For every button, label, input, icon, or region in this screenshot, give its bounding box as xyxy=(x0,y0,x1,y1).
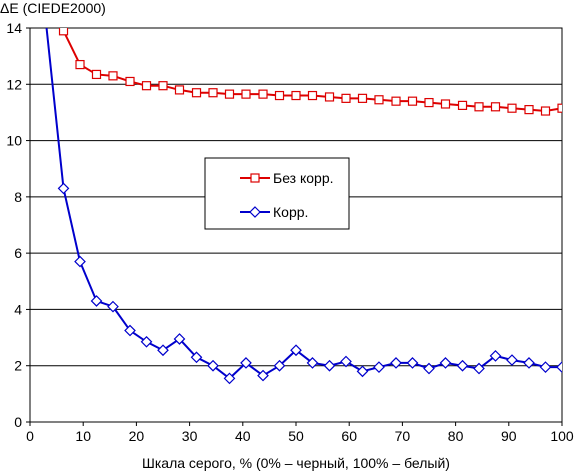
data-point xyxy=(390,357,402,369)
y-tick-label: 0 xyxy=(14,414,22,430)
legend-label: Без корр. xyxy=(273,170,334,186)
data-point xyxy=(474,102,484,112)
y-tick-label: 4 xyxy=(14,301,22,317)
data-point xyxy=(273,359,286,372)
y-axis-label: ΔE (CIEDE2000) xyxy=(0,0,106,16)
data-point xyxy=(341,93,351,103)
data-point xyxy=(125,76,135,87)
data-point xyxy=(257,369,269,382)
data-point xyxy=(306,357,319,369)
x-tick-label: 80 xyxy=(448,428,464,444)
data-point xyxy=(291,90,301,101)
legend-box xyxy=(204,157,350,230)
data-point xyxy=(91,69,102,80)
x-tick-label: 90 xyxy=(501,428,517,444)
data-point xyxy=(141,81,152,91)
data-point xyxy=(456,359,469,372)
data-point xyxy=(423,362,435,375)
data-point xyxy=(524,105,534,115)
legend-item-1: Без корр. xyxy=(240,170,334,186)
data-point xyxy=(108,71,118,81)
data-point xyxy=(158,81,168,91)
data-point xyxy=(241,89,251,99)
data-point xyxy=(307,90,318,101)
grid-lines xyxy=(30,83,562,367)
data-point xyxy=(457,100,468,110)
y-tick-label: 8 xyxy=(14,189,22,205)
data-point xyxy=(373,361,385,373)
data-point xyxy=(208,88,218,98)
x-tick-label: 60 xyxy=(341,428,357,444)
data-point xyxy=(540,106,551,116)
data-point xyxy=(190,351,203,364)
data-point xyxy=(223,372,236,385)
x-tick-label: 10 xyxy=(75,428,91,444)
x-tick-label: 30 xyxy=(182,428,198,444)
data-point xyxy=(224,89,235,99)
data-point xyxy=(157,344,169,357)
legend-marker xyxy=(249,206,261,218)
data-point xyxy=(240,357,252,369)
data-point xyxy=(340,355,352,368)
data-point xyxy=(323,359,336,372)
legend-item-2: Корр. xyxy=(240,204,308,220)
data-point xyxy=(539,361,552,373)
y-tick-label: 12 xyxy=(6,76,22,92)
data-point xyxy=(523,357,535,369)
data-point xyxy=(324,92,335,102)
x-tick-label: 0 xyxy=(26,428,34,444)
x-tick-label: 50 xyxy=(288,428,304,444)
data-point xyxy=(274,90,285,101)
y-tick-label: 2 xyxy=(14,358,22,374)
series-2 xyxy=(45,28,562,385)
y-tick-label: 6 xyxy=(14,245,22,261)
data-point xyxy=(356,365,369,378)
data-point xyxy=(489,350,502,362)
data-point xyxy=(406,357,419,369)
data-point xyxy=(556,361,562,373)
data-point xyxy=(173,333,186,345)
legend-marker xyxy=(250,173,260,183)
x-tick-label: 100 xyxy=(550,428,574,444)
data-point xyxy=(75,59,85,70)
y-tick-label: 10 xyxy=(6,133,22,149)
y-tick-label: 14 xyxy=(6,20,22,36)
data-point xyxy=(357,93,368,103)
data-point xyxy=(74,255,86,268)
data-point xyxy=(439,357,452,369)
data-point xyxy=(391,96,401,106)
data-point xyxy=(507,103,517,113)
data-point xyxy=(90,295,103,307)
data-point xyxy=(107,300,119,313)
series-group xyxy=(45,28,562,385)
data-point xyxy=(57,182,70,195)
series-1 xyxy=(58,28,562,116)
x-axis-ticks: 0 10 20 30 40 50 60 70 80 90 100 xyxy=(26,422,574,444)
data-point xyxy=(490,102,501,112)
data-point xyxy=(506,354,518,366)
data-point xyxy=(440,99,451,109)
data-point xyxy=(58,28,69,36)
x-tick-label: 20 xyxy=(129,428,145,444)
y-axis-ticks: 0 2 4 6 8 10 12 14 xyxy=(6,20,30,430)
data-point xyxy=(124,324,136,337)
data-point xyxy=(374,95,384,105)
legend-label: Корр. xyxy=(273,204,308,220)
x-tick-label: 70 xyxy=(395,428,411,444)
x-axis-label: Шкала серого, % (0% – черный, 100% – бел… xyxy=(142,455,450,471)
data-point xyxy=(407,96,418,106)
x-tick-label: 40 xyxy=(235,428,251,444)
data-point xyxy=(140,335,153,348)
data-point xyxy=(191,88,202,98)
data-point xyxy=(424,97,434,108)
data-point xyxy=(174,85,185,95)
legend: Без корр. Корр. xyxy=(204,157,350,230)
data-point xyxy=(258,89,268,99)
data-point xyxy=(290,344,302,357)
data-point xyxy=(473,362,485,375)
data-point xyxy=(557,103,562,113)
data-point xyxy=(207,359,219,372)
